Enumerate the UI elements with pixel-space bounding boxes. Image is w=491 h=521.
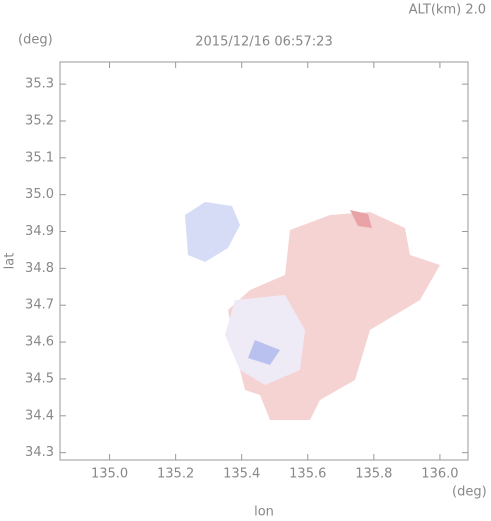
y-tick-label: 35.0 xyxy=(25,187,54,202)
radar-field xyxy=(185,202,440,420)
y-tick-label: 34.9 xyxy=(25,224,54,239)
chart-title: 2015/12/16 06:57:23 xyxy=(195,35,332,50)
y-tick-label: 34.6 xyxy=(25,335,54,350)
y-tick-label: 34.8 xyxy=(25,261,54,276)
y-tick-label: 35.1 xyxy=(25,150,54,165)
altitude-annotation: ALT(km) 2.0 xyxy=(409,3,486,18)
x-tick-label: 135.8 xyxy=(355,467,392,482)
x-tick-label: 135.6 xyxy=(289,467,326,482)
negative-echo xyxy=(185,202,240,262)
x-tick-label: 136.0 xyxy=(421,467,458,482)
x-tick-label: 135.4 xyxy=(223,467,260,482)
x-tick-label: 135.0 xyxy=(91,467,128,482)
positive-echo xyxy=(350,210,372,228)
y-tick-label: 34.4 xyxy=(25,408,54,423)
y-tick-label: 35.2 xyxy=(25,113,54,128)
near-zero-echo xyxy=(225,295,305,385)
x-axis-label: lon xyxy=(254,505,274,520)
x-tick-label: 135.2 xyxy=(157,467,194,482)
y-tick-label: 35.3 xyxy=(25,77,54,92)
y-unit: (deg) xyxy=(18,33,53,48)
y-tick-label: 34.7 xyxy=(25,298,54,313)
plot-frame xyxy=(59,61,469,461)
y-axis-label: lat xyxy=(3,253,18,270)
y-tick-label: 34.5 xyxy=(25,371,54,386)
negative-echo xyxy=(248,340,280,365)
y-tick-label: 34.3 xyxy=(25,445,54,460)
x-unit: (deg) xyxy=(452,485,487,500)
